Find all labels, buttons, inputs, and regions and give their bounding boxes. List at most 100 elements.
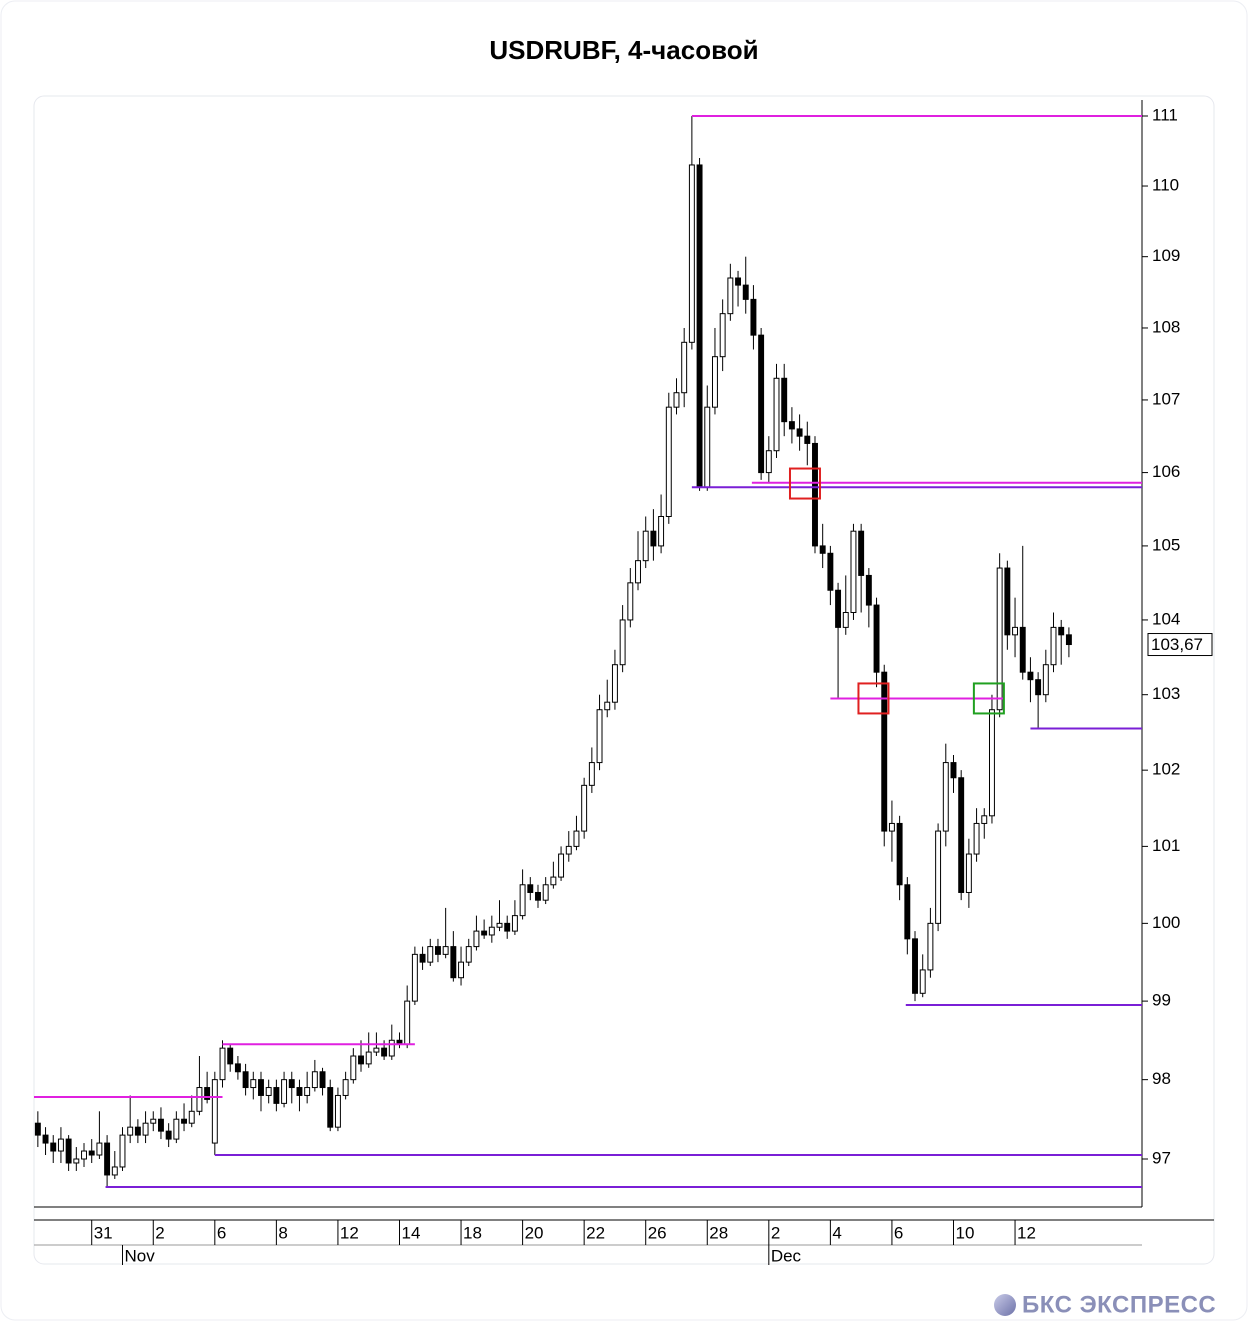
candle-body [1042, 664, 1049, 696]
y-tick-label: 100 [1152, 913, 1180, 932]
x-tick-label: 12 [1017, 1223, 1036, 1242]
candle-body [673, 392, 680, 408]
chart-card [33, 95, 1215, 1265]
y-tick-label: 111 [1152, 105, 1178, 124]
candle-body [142, 1122, 149, 1136]
candle-body [758, 334, 765, 474]
candle-body [419, 953, 426, 963]
candle-body [204, 1087, 211, 1100]
candle-body [812, 442, 818, 547]
x-tick-label: 26 [648, 1223, 667, 1242]
candle-body [281, 1079, 288, 1104]
candle-body [181, 1118, 188, 1124]
candle-body [488, 926, 495, 936]
signal-box [857, 682, 890, 715]
candle-body [965, 853, 972, 893]
candle-body [581, 784, 588, 832]
candle-body [57, 1138, 64, 1152]
candle-body [550, 876, 557, 886]
candle-body [34, 1122, 41, 1136]
last-price-box [1147, 633, 1213, 657]
candle-body [1027, 671, 1034, 681]
candle-body [588, 762, 595, 786]
x-tick-label: 20 [525, 1223, 544, 1242]
y-tick-label: 107 [1152, 389, 1180, 408]
candle-body [127, 1126, 134, 1136]
candle-body [942, 762, 949, 832]
y-tick-label: 104 [1152, 609, 1180, 628]
y-tick-label: 99 [1152, 991, 1171, 1010]
x-tick-label: 22 [586, 1223, 605, 1242]
candle-body [858, 530, 865, 576]
candle-body [627, 582, 634, 621]
y-tick-label: 105 [1152, 535, 1180, 554]
x-tick-label: 18 [463, 1223, 482, 1242]
candle-body [365, 1051, 372, 1065]
brand-logo [994, 1294, 1016, 1316]
candle-body [496, 922, 503, 928]
candle-body [458, 961, 465, 979]
candle-body [935, 830, 942, 924]
candle-body [604, 701, 611, 711]
candle-body [227, 1047, 234, 1065]
candle-body [481, 930, 488, 936]
candle-body [504, 922, 511, 932]
candle-body [88, 1150, 95, 1156]
candle-body [1065, 634, 1072, 646]
y-tick-label: 103 [1152, 684, 1180, 703]
candle-body [704, 406, 711, 488]
candle-body [565, 845, 572, 855]
month-label: Dec [771, 1246, 802, 1265]
candle-body [358, 1055, 364, 1065]
candle-body [542, 884, 549, 901]
candle-body [596, 709, 603, 764]
candle-body [519, 884, 526, 917]
candle-body [427, 946, 434, 963]
candle-body [265, 1087, 272, 1096]
candle-body [688, 164, 695, 343]
candle-body [373, 1047, 380, 1053]
candle-body [327, 1087, 334, 1128]
candle-body [981, 815, 988, 824]
candle-body [750, 298, 757, 336]
candle-body [727, 277, 734, 315]
candle-body [988, 709, 995, 817]
candle-body [635, 560, 641, 584]
last-price-label: 103,67 [1151, 635, 1203, 654]
candle-body [535, 891, 541, 901]
candle-body [150, 1118, 157, 1124]
x-tick-label: 12 [340, 1223, 359, 1242]
candle-body [334, 1094, 341, 1128]
candle-body [1019, 626, 1026, 673]
candle-body [558, 853, 565, 878]
candle-body [896, 822, 903, 886]
candle-body [950, 762, 957, 779]
candle-body [442, 946, 449, 955]
chart-title: USDRUBF, 4-часовой [489, 35, 758, 65]
candle-body [904, 884, 911, 940]
candle-body [527, 884, 534, 893]
x-tick-label: 2 [155, 1223, 164, 1242]
candle-body [996, 567, 1003, 711]
x-tick-label: 4 [832, 1223, 841, 1242]
y-tick-label: 110 [1152, 176, 1179, 195]
candle-body [104, 1142, 111, 1176]
candle-body [927, 922, 934, 971]
candle-body [119, 1134, 126, 1168]
candle-body [157, 1118, 164, 1132]
candle-body [773, 377, 780, 452]
candle-body [912, 938, 918, 994]
candle-body [865, 574, 872, 606]
candle-body [234, 1063, 241, 1073]
candle-body [111, 1166, 118, 1176]
candle-body [835, 589, 842, 628]
candle-body [888, 822, 895, 832]
candle-body [404, 1000, 411, 1045]
candle-body [465, 946, 472, 963]
x-tick-label: 28 [709, 1223, 728, 1242]
x-tick-label: 31 [94, 1223, 113, 1242]
candle-body [819, 545, 826, 554]
y-tick-label: 102 [1152, 760, 1180, 779]
candle-body [473, 930, 480, 948]
